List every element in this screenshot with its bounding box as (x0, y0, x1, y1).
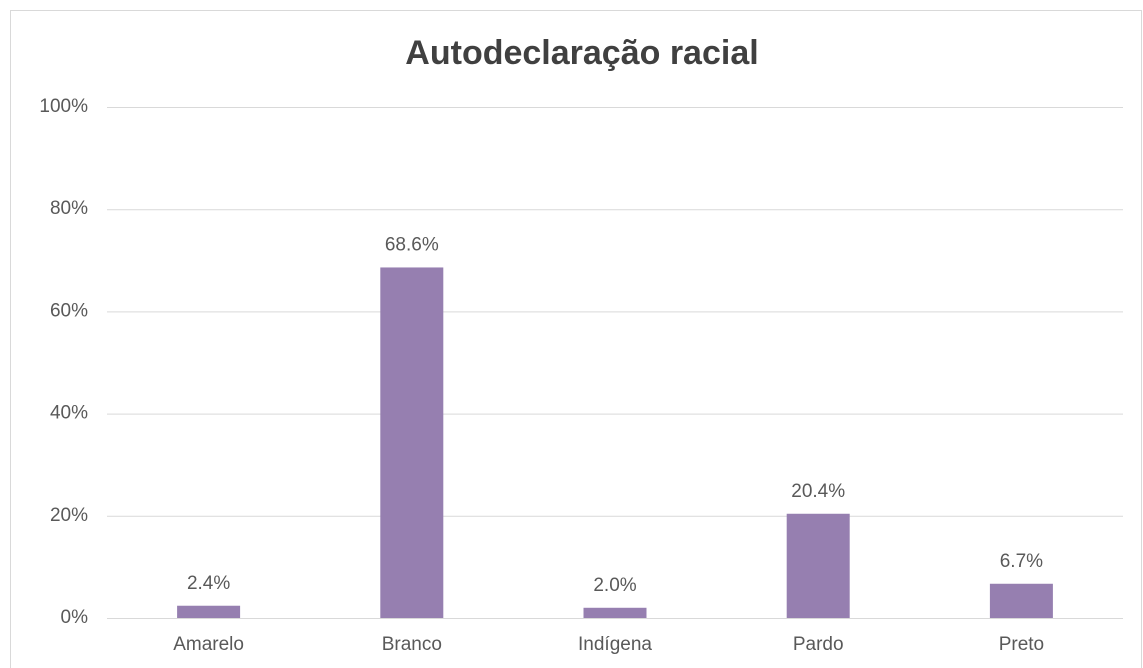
y-tick-label: 80% (50, 198, 88, 219)
chart-border (10, 10, 1142, 668)
data-label: 20.4% (791, 481, 845, 502)
x-tick-label: Indígena (578, 634, 652, 655)
bar (989, 583, 1053, 618)
bar (177, 605, 241, 618)
data-label: 2.0% (593, 575, 636, 596)
bar (380, 267, 444, 618)
data-label: 6.7% (1000, 551, 1043, 572)
y-tick-label: 40% (50, 403, 88, 424)
y-tick-label: 20% (50, 505, 88, 526)
data-label: 2.4% (187, 573, 230, 594)
y-tick-label: 60% (50, 300, 88, 321)
x-tick-label: Branco (382, 634, 442, 655)
x-tick-label: Amarelo (173, 634, 244, 655)
x-tick-label: Preto (999, 634, 1044, 655)
bar (583, 607, 647, 618)
y-tick-label: 100% (39, 96, 88, 117)
chart-title: Autodeclaração racial (405, 34, 758, 72)
bar (786, 513, 850, 618)
x-tick-label: Pardo (793, 634, 844, 655)
data-label: 68.6% (385, 234, 439, 255)
y-tick-label: 0% (61, 607, 89, 628)
